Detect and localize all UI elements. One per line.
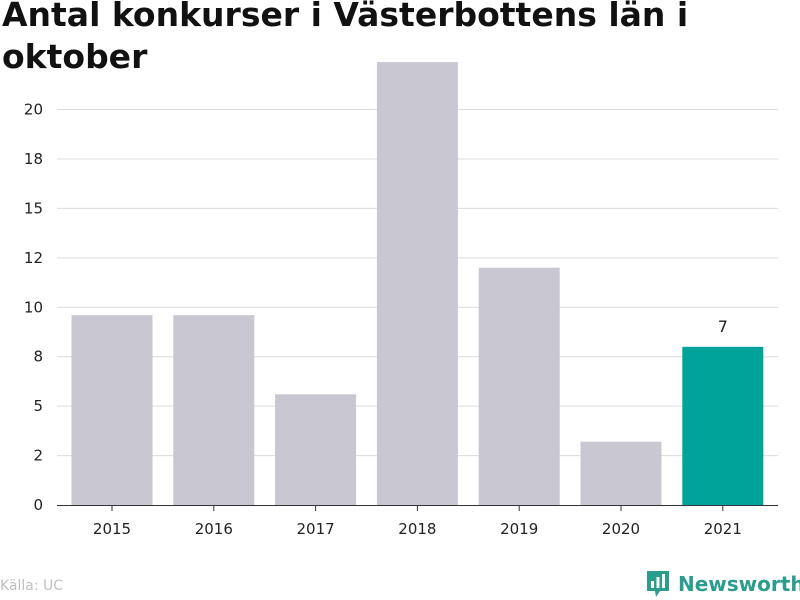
x-tick-label-2021: 2021 (704, 520, 742, 538)
x-tick-label-2020: 2020 (602, 520, 640, 538)
bar-2018 (376, 62, 458, 505)
bar-2021 (682, 346, 764, 505)
y-tick-label: 15 (24, 199, 43, 217)
x-tick-label-2018: 2018 (398, 520, 436, 538)
y-tick-label: 8 (33, 348, 43, 366)
source-note: Källa: UC (0, 578, 64, 594)
y-tick-label: 0 (33, 496, 43, 514)
bar-2019 (478, 267, 560, 505)
x-tick-label-2015: 2015 (93, 520, 131, 538)
brand-name: Newsworthy (678, 572, 800, 596)
y-axis: 0 2 5 8 10 12 15 18 20 (24, 101, 43, 514)
y-tick-label: 10 (24, 298, 43, 316)
y-tick-label: 20 (24, 101, 43, 119)
y-tick-label: 12 (24, 249, 43, 267)
y-tick-label: 2 (33, 447, 43, 465)
brand-logo: Newsworthy (645, 569, 800, 599)
x-tick-label-2016: 2016 (195, 520, 233, 538)
data-label-2021: 7 (718, 317, 728, 336)
x-tick-label-2017: 2017 (297, 520, 335, 538)
x-axis: 2015 2016 2017 2018 2019 2020 2021 (57, 505, 778, 538)
bar-2020 (580, 441, 662, 505)
y-tick-label: 18 (24, 150, 43, 168)
chart-title: Antal konkurser i Västerbottens län i ok… (2, 0, 689, 76)
bar-2017 (275, 394, 357, 505)
y-tick-label: 5 (33, 397, 43, 415)
bar-2016 (173, 315, 255, 505)
newsworthy-logo-icon (647, 571, 669, 597)
bar-2015 (71, 315, 153, 505)
bars (71, 62, 764, 505)
x-tick-label-2019: 2019 (500, 520, 538, 538)
data-labels: 7 (718, 317, 728, 336)
